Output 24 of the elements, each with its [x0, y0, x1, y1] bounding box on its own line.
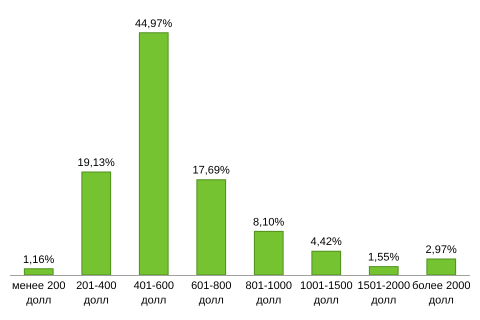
bar [196, 179, 226, 275]
data-label: 17,69% [192, 164, 230, 177]
bar [311, 250, 342, 275]
data-label: 4,42% [310, 236, 342, 248]
x-tick-label: 1001-1500 долл [300, 280, 353, 306]
bar [138, 32, 169, 275]
x-tick-label: 201-400 долл [76, 280, 116, 306]
data-label: 1,16% [23, 254, 54, 266]
bar [368, 266, 399, 275]
bar [81, 171, 112, 275]
x-tick-label: 801-1000 долл [246, 280, 292, 306]
bar [426, 258, 456, 275]
data-label: 1,55% [368, 252, 400, 264]
data-label: 19,13% [77, 156, 116, 169]
x-tick-label: более 2000 долл [412, 280, 470, 306]
x-tick-label: 1501-2000 долл [357, 280, 410, 306]
bar [24, 268, 54, 275]
x-tick-label: 601-800 долл [191, 280, 232, 306]
x-tick-label: 401-600 долл [134, 280, 174, 306]
data-label: 2,97% [426, 244, 457, 256]
x-tick-label: менее 200 долл [12, 280, 66, 306]
data-label: 8,10% [253, 216, 284, 228]
bar [254, 230, 284, 275]
data-label: 44,97% [134, 18, 173, 30]
